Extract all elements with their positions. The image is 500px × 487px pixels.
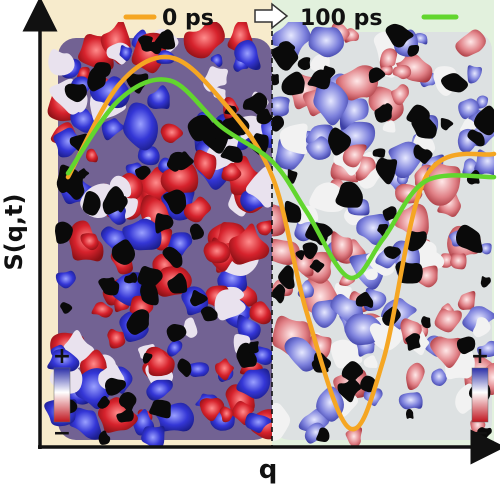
colorbar-left-minus: − <box>53 421 71 446</box>
void-hole <box>220 145 243 163</box>
void-hole <box>295 250 305 261</box>
void-hole <box>284 200 302 223</box>
void-hole <box>480 276 491 288</box>
void-hole <box>82 190 101 216</box>
void-hole <box>473 105 494 136</box>
colorbar-right: + − <box>471 344 489 446</box>
void-hole <box>316 427 330 443</box>
legend-arrow-icon <box>254 2 289 30</box>
void-hole <box>328 127 352 156</box>
legend-label-100ps: 100 ps <box>300 6 382 31</box>
void-hole <box>177 358 192 378</box>
void-hole <box>467 129 485 147</box>
void-hole <box>405 408 414 419</box>
void-hole <box>272 283 286 304</box>
void-hole <box>335 181 363 208</box>
void-hole <box>272 115 285 132</box>
void-hole <box>248 341 259 354</box>
void-hole <box>411 116 437 139</box>
void-hole <box>60 302 73 314</box>
void-hole <box>407 44 420 57</box>
void-hole <box>167 272 188 294</box>
void-hole <box>200 306 218 322</box>
void-hole <box>149 399 171 419</box>
series-line-0ps <box>65 54 497 432</box>
legend-label-0ps: 0 ps <box>162 6 214 31</box>
void-hole <box>163 189 187 215</box>
void-hole <box>383 246 401 259</box>
void-hole <box>134 165 151 180</box>
plot-area <box>65 54 497 432</box>
void-hole <box>155 213 174 234</box>
void-hole <box>189 223 204 240</box>
colorbar-left: + − <box>53 344 71 446</box>
isosurface-left <box>44 22 272 448</box>
y-axis-label: S(q,t) <box>0 194 28 271</box>
void-hole <box>405 231 427 252</box>
void-hole <box>102 186 125 215</box>
x-axis-label: q <box>259 455 278 485</box>
void-hole <box>142 352 153 364</box>
void-hole <box>405 333 421 351</box>
void-hole <box>341 361 364 382</box>
void-hole <box>187 114 217 142</box>
void-hole <box>455 224 483 253</box>
void-hole <box>385 23 414 48</box>
void-hole <box>104 377 126 396</box>
void-hole <box>256 108 272 125</box>
void-hole <box>337 378 362 403</box>
void-hole <box>162 246 183 268</box>
void-hole <box>98 277 115 295</box>
void-hole <box>281 71 305 96</box>
void-hole <box>279 41 296 57</box>
void-hole <box>77 168 90 179</box>
void-hole <box>87 65 106 92</box>
void-hole <box>55 221 73 244</box>
void-hole <box>173 151 194 171</box>
void-hole <box>368 67 386 84</box>
void-hole <box>440 118 454 131</box>
void-hole <box>64 83 87 103</box>
void-hole <box>116 409 134 423</box>
void-hole <box>421 316 431 329</box>
void-hole <box>302 242 318 260</box>
void-hole <box>118 392 137 415</box>
colorbar-right-plus: + <box>471 344 489 369</box>
void-hole <box>272 73 280 86</box>
void-hole <box>166 323 187 342</box>
void-hole <box>440 73 468 93</box>
void-hole <box>111 239 136 265</box>
void-hole <box>278 265 295 290</box>
void-hole <box>297 57 311 71</box>
void-hole <box>154 29 176 50</box>
void-hole <box>375 157 398 185</box>
void-hole <box>309 259 325 273</box>
void-hole <box>377 103 393 121</box>
void-hole <box>382 206 397 221</box>
void-hole <box>372 148 386 158</box>
colorbar-left-plus: + <box>53 344 71 369</box>
void-hole <box>140 279 159 306</box>
void-hole <box>287 169 298 184</box>
void-hole <box>190 290 208 307</box>
void-hole <box>307 69 331 90</box>
void-hole <box>126 309 150 335</box>
void-hole <box>61 174 85 200</box>
void-hole <box>456 336 476 355</box>
void-hole <box>242 92 268 115</box>
void-hole <box>98 430 111 445</box>
void-hole <box>124 272 138 284</box>
colorbar-right-minus: − <box>471 421 489 446</box>
series-line-100ps <box>65 77 497 281</box>
void-hole <box>355 291 374 308</box>
void-hole <box>97 395 110 409</box>
void-hole <box>413 144 433 164</box>
void-hole <box>377 223 389 237</box>
